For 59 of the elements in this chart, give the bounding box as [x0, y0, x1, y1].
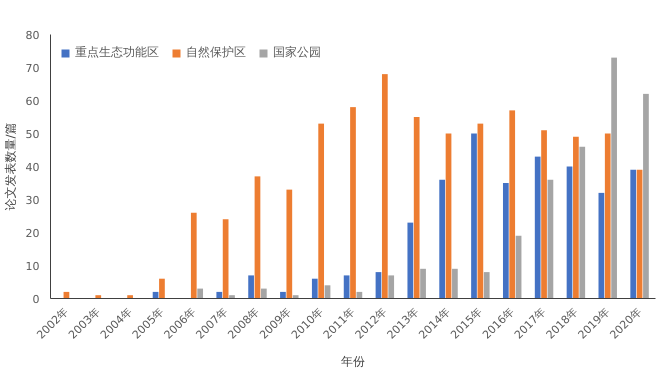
bar: [318, 124, 324, 298]
bar: [414, 117, 420, 298]
bar: [350, 107, 356, 298]
bar: [248, 275, 254, 298]
y-tick-label: 20: [26, 227, 40, 240]
bar: [566, 166, 572, 298]
y-tick-label: 60: [26, 95, 40, 108]
bar: [312, 278, 318, 298]
bar: [598, 192, 604, 298]
bar: [286, 190, 292, 298]
bar: [509, 110, 516, 298]
bar: [548, 180, 554, 298]
y-tick-label: 30: [26, 194, 40, 207]
y-tick-label: 40: [26, 161, 40, 174]
bar: [478, 124, 484, 298]
bar: [471, 134, 477, 298]
bar: [64, 292, 70, 298]
legend-label: 重点生态功能区: [75, 44, 159, 61]
bar: [446, 134, 452, 298]
bar: [407, 222, 414, 298]
bar: [344, 275, 350, 298]
legend-label: 自然保护区: [186, 44, 246, 61]
bar: [579, 146, 586, 298]
y-tick-label: 80: [26, 29, 40, 42]
bar: [630, 170, 636, 298]
bar: [420, 268, 426, 298]
bar: [152, 292, 158, 298]
bar: [541, 130, 547, 298]
bar: [382, 74, 388, 298]
bar: [324, 285, 330, 298]
bar: [516, 236, 522, 298]
bar: [254, 176, 260, 298]
legend-label: 国家公园: [273, 44, 321, 61]
y-tick-label: 50: [26, 128, 40, 141]
y-tick-label: 10: [26, 260, 40, 273]
bar: [573, 136, 579, 298]
bar: [439, 180, 446, 298]
x-axis-title: 年份: [341, 354, 365, 368]
bar: [452, 268, 458, 298]
bar: [260, 288, 267, 298]
bar: [636, 170, 642, 298]
bar: [388, 275, 394, 298]
bar: [502, 183, 509, 298]
bar: [534, 156, 541, 298]
y-tick-label: 70: [26, 62, 40, 75]
bar: [127, 295, 133, 298]
bar: [611, 58, 617, 298]
y-tick-label: 0: [32, 293, 40, 306]
y-axis-title: 论文发表数量/篇: [4, 122, 18, 211]
bar: [604, 134, 611, 298]
bar: [190, 212, 197, 298]
bar: [222, 219, 228, 298]
bar: [159, 278, 165, 298]
bar: [376, 272, 382, 298]
bar: [484, 272, 490, 298]
bar: [229, 295, 235, 298]
bar: [280, 292, 286, 298]
bar: [197, 288, 204, 298]
bar: [643, 94, 649, 298]
